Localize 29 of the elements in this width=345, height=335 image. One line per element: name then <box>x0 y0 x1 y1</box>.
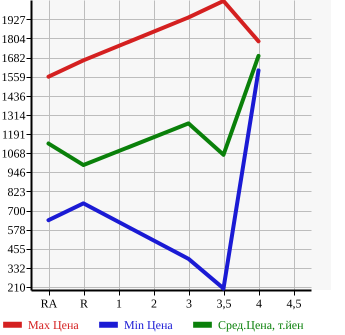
y-tick-label: 1436 <box>2 89 26 104</box>
y-tick-label: 1314 <box>2 108 26 122</box>
x-tick-label: 1 <box>116 296 122 310</box>
y-tick-label: 1068 <box>2 146 26 161</box>
y-tick-label: 1191 <box>2 128 26 142</box>
legend-label: Min Цена <box>124 318 174 332</box>
line-series <box>46 0 260 79</box>
legend-label: Max Цена <box>28 318 80 332</box>
x-tick-label: 4 <box>256 296 262 310</box>
x-tick-label: R <box>80 296 88 310</box>
y-tick-label: 578 <box>8 223 26 238</box>
y-tick-label: 1927 <box>2 12 26 27</box>
legend-label: Сред.Цена, т.йен <box>218 318 304 332</box>
y-tick-label: 823 <box>8 184 26 199</box>
y-tick-label: 700 <box>8 204 26 218</box>
y-tick-label: 946 <box>8 166 26 180</box>
y-tick-label: 210 <box>8 280 26 294</box>
y-tick-label: 455 <box>8 242 26 256</box>
x-tick-label: 3 <box>186 296 192 310</box>
y-tick-label: 332 <box>8 261 26 276</box>
y-tick-label: 1682 <box>2 51 26 65</box>
y-tick-label: 1559 <box>2 70 26 84</box>
x-tick-label: 2 <box>151 296 157 310</box>
x-tick-label: RA <box>40 296 58 310</box>
y-tick-label: 1804 <box>2 32 26 46</box>
line-series <box>46 68 260 290</box>
line-series <box>46 54 260 168</box>
x-tick-label: 4,5 <box>286 296 302 310</box>
x-tick-label: 3,5 <box>216 296 232 310</box>
